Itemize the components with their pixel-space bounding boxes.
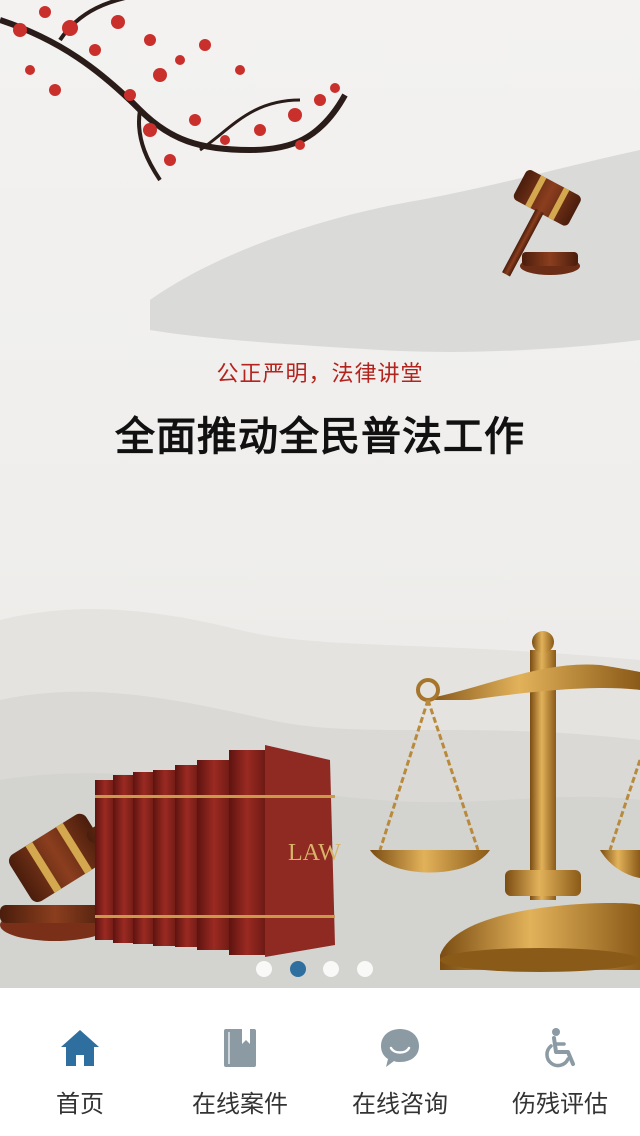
ink-brush-stroke [150,150,640,352]
tab-home-label: 首页 [56,1090,104,1118]
hero-banner[interactable]: LAW 公正严明，法律讲堂 全面推动全民普法工作 [0,0,640,988]
justice-scale-illustration [370,631,640,972]
banner-slogan: 公正严明，法律讲堂 [216,362,424,387]
chat-bubble-icon [381,1029,419,1067]
carousel-dot-2[interactable] [290,961,306,977]
banner-headline: 全面推动全民普法工作 [115,413,525,460]
law-books-illustration: LAW [95,745,341,957]
carousel-dot-3[interactable] [323,961,339,977]
bottom-tab-bar: 首页 在线案件 在线咨询 伤残评估 [0,988,640,1136]
tab-online-consult[interactable]: 在线咨询 [320,988,480,1136]
tab-online-cases[interactable]: 在线案件 [160,988,320,1136]
carousel-dot-1[interactable] [256,961,272,977]
tab-disability-assessment-label: 伤残评估 [512,1090,608,1118]
svg-text:LAW: LAW [288,840,341,866]
home-icon [61,1030,99,1066]
tab-online-consult-label: 在线咨询 [352,1090,448,1118]
wheelchair-icon [545,1028,575,1068]
tab-home[interactable]: 首页 [0,988,160,1136]
carousel-dot-4[interactable] [357,961,373,977]
book-icon [224,1029,256,1067]
banner-artwork: LAW [0,0,640,988]
carousel-indicator [256,961,384,977]
plum-branch-illustration [0,0,348,182]
gavel-illustration-top [502,170,581,277]
tab-online-cases-label: 在线案件 [192,1090,288,1118]
tab-disability-assessment[interactable]: 伤残评估 [480,988,640,1136]
